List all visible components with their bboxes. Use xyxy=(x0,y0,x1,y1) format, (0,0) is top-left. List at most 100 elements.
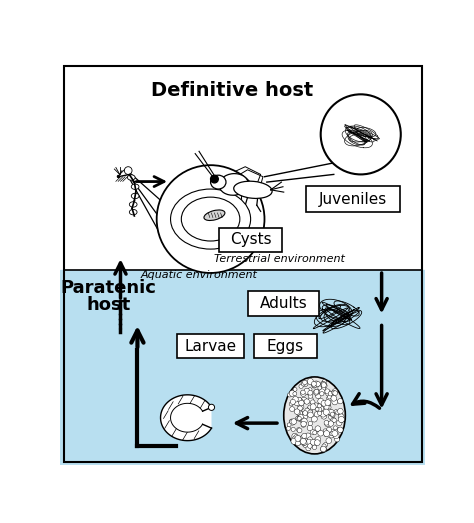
Circle shape xyxy=(301,441,307,446)
Circle shape xyxy=(337,399,343,404)
Circle shape xyxy=(320,446,327,452)
Text: Cysts: Cysts xyxy=(230,232,272,247)
Circle shape xyxy=(321,382,326,388)
Circle shape xyxy=(308,437,312,442)
Ellipse shape xyxy=(171,189,251,249)
Circle shape xyxy=(301,421,306,427)
Circle shape xyxy=(322,380,326,384)
Circle shape xyxy=(308,405,312,409)
FancyBboxPatch shape xyxy=(219,228,282,252)
Circle shape xyxy=(332,389,337,394)
Circle shape xyxy=(306,407,311,412)
Circle shape xyxy=(327,409,332,414)
Circle shape xyxy=(319,400,324,405)
Circle shape xyxy=(306,446,310,451)
Circle shape xyxy=(312,439,317,444)
Circle shape xyxy=(328,421,334,426)
Circle shape xyxy=(298,410,302,415)
Circle shape xyxy=(310,404,316,410)
Circle shape xyxy=(325,389,330,394)
Circle shape xyxy=(298,440,302,445)
Ellipse shape xyxy=(129,202,137,207)
Circle shape xyxy=(290,407,294,412)
FancyBboxPatch shape xyxy=(177,334,244,358)
Circle shape xyxy=(298,411,303,416)
Circle shape xyxy=(302,434,307,438)
Circle shape xyxy=(316,427,320,431)
Circle shape xyxy=(332,418,337,423)
Circle shape xyxy=(338,412,342,416)
FancyArrowPatch shape xyxy=(353,394,380,408)
Circle shape xyxy=(312,383,317,388)
Circle shape xyxy=(305,408,310,413)
Circle shape xyxy=(315,426,320,431)
Circle shape xyxy=(326,438,332,444)
Circle shape xyxy=(321,413,327,419)
Circle shape xyxy=(301,391,306,396)
Circle shape xyxy=(295,436,301,441)
Circle shape xyxy=(307,379,313,384)
Circle shape xyxy=(320,412,326,417)
Text: host: host xyxy=(86,297,130,314)
Circle shape xyxy=(308,394,313,399)
Circle shape xyxy=(320,446,326,452)
Circle shape xyxy=(299,400,304,406)
Circle shape xyxy=(315,407,319,411)
Circle shape xyxy=(318,386,322,390)
Circle shape xyxy=(297,398,302,402)
Circle shape xyxy=(334,426,337,430)
Circle shape xyxy=(322,444,326,448)
Circle shape xyxy=(303,411,308,415)
Circle shape xyxy=(297,397,301,402)
Circle shape xyxy=(304,388,310,394)
Circle shape xyxy=(324,404,329,410)
Circle shape xyxy=(326,390,332,396)
Circle shape xyxy=(324,401,330,407)
Circle shape xyxy=(314,412,320,417)
Circle shape xyxy=(331,395,337,401)
Ellipse shape xyxy=(204,210,225,221)
Circle shape xyxy=(321,381,326,386)
Polygon shape xyxy=(161,395,211,441)
Circle shape xyxy=(324,420,329,425)
Circle shape xyxy=(124,167,132,174)
Circle shape xyxy=(291,419,297,424)
Circle shape xyxy=(308,390,313,395)
Circle shape xyxy=(320,382,325,385)
Circle shape xyxy=(318,406,324,411)
Circle shape xyxy=(332,399,337,405)
Circle shape xyxy=(297,416,301,420)
Circle shape xyxy=(323,442,328,447)
Circle shape xyxy=(328,410,334,415)
Ellipse shape xyxy=(128,175,135,180)
Circle shape xyxy=(292,396,298,402)
Circle shape xyxy=(297,417,301,421)
Circle shape xyxy=(332,391,336,395)
Circle shape xyxy=(325,404,331,411)
Circle shape xyxy=(289,419,294,424)
Circle shape xyxy=(294,435,299,439)
Circle shape xyxy=(297,428,302,433)
Circle shape xyxy=(318,430,324,436)
Circle shape xyxy=(321,386,326,391)
Circle shape xyxy=(316,393,321,399)
Circle shape xyxy=(338,414,344,419)
Circle shape xyxy=(307,391,311,395)
Text: Eggs: Eggs xyxy=(267,338,304,354)
Circle shape xyxy=(337,420,342,426)
Circle shape xyxy=(299,384,303,389)
Circle shape xyxy=(324,430,330,437)
Circle shape xyxy=(301,418,307,424)
Circle shape xyxy=(311,416,317,422)
Circle shape xyxy=(286,426,291,430)
Circle shape xyxy=(314,381,319,385)
Circle shape xyxy=(318,411,322,415)
Circle shape xyxy=(210,175,219,183)
Circle shape xyxy=(298,403,301,407)
Circle shape xyxy=(298,406,302,411)
FancyBboxPatch shape xyxy=(306,186,400,212)
Circle shape xyxy=(319,392,324,396)
Circle shape xyxy=(310,439,316,445)
Circle shape xyxy=(301,380,306,386)
Circle shape xyxy=(299,399,303,404)
